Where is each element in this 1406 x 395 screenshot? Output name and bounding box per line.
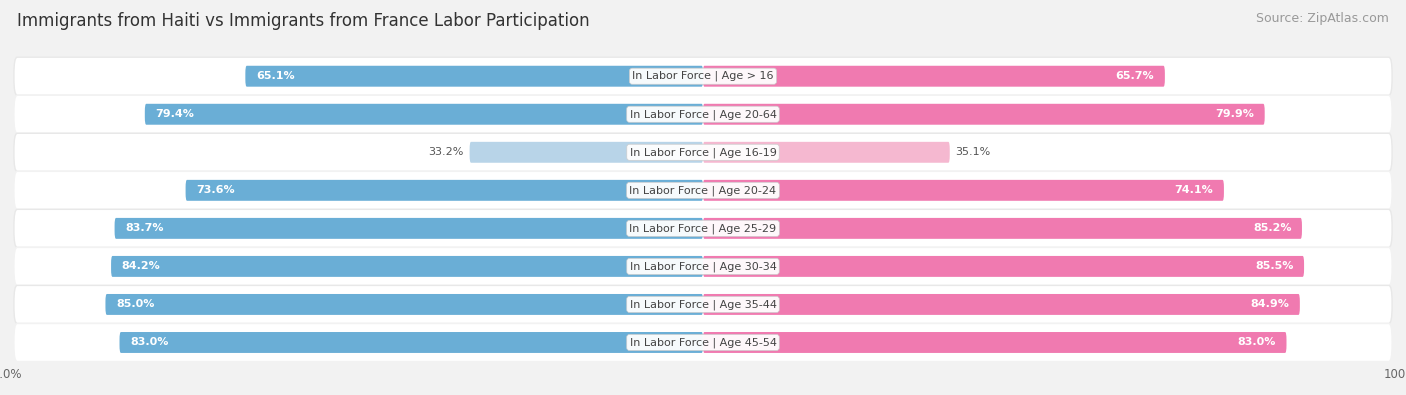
FancyBboxPatch shape bbox=[703, 218, 1302, 239]
FancyBboxPatch shape bbox=[14, 57, 1392, 95]
Text: 79.9%: 79.9% bbox=[1215, 109, 1254, 119]
Text: 33.2%: 33.2% bbox=[429, 147, 464, 157]
Text: In Labor Force | Age 35-44: In Labor Force | Age 35-44 bbox=[630, 299, 776, 310]
Text: In Labor Force | Age 30-34: In Labor Force | Age 30-34 bbox=[630, 261, 776, 272]
Text: 65.1%: 65.1% bbox=[256, 71, 294, 81]
FancyBboxPatch shape bbox=[145, 104, 703, 125]
FancyBboxPatch shape bbox=[703, 294, 1301, 315]
Text: In Labor Force | Age > 16: In Labor Force | Age > 16 bbox=[633, 71, 773, 81]
FancyBboxPatch shape bbox=[14, 95, 1392, 133]
FancyBboxPatch shape bbox=[703, 180, 1223, 201]
Text: 85.0%: 85.0% bbox=[115, 299, 155, 309]
FancyBboxPatch shape bbox=[14, 209, 1392, 247]
FancyBboxPatch shape bbox=[111, 256, 703, 277]
FancyBboxPatch shape bbox=[246, 66, 703, 87]
Text: Immigrants from Haiti vs Immigrants from France Labor Participation: Immigrants from Haiti vs Immigrants from… bbox=[17, 12, 589, 30]
Text: 83.0%: 83.0% bbox=[129, 337, 169, 348]
Text: 73.6%: 73.6% bbox=[197, 185, 235, 196]
FancyBboxPatch shape bbox=[14, 133, 1392, 171]
Text: 84.2%: 84.2% bbox=[121, 261, 160, 271]
FancyBboxPatch shape bbox=[14, 286, 1392, 324]
FancyBboxPatch shape bbox=[14, 247, 1392, 286]
FancyBboxPatch shape bbox=[703, 66, 1166, 87]
Text: 85.2%: 85.2% bbox=[1253, 223, 1292, 233]
Text: 74.1%: 74.1% bbox=[1174, 185, 1213, 196]
Text: 79.4%: 79.4% bbox=[155, 109, 194, 119]
Text: 65.7%: 65.7% bbox=[1116, 71, 1154, 81]
FancyBboxPatch shape bbox=[14, 324, 1392, 361]
FancyBboxPatch shape bbox=[114, 218, 703, 239]
FancyBboxPatch shape bbox=[120, 332, 703, 353]
Text: In Labor Force | Age 45-54: In Labor Force | Age 45-54 bbox=[630, 337, 776, 348]
Text: In Labor Force | Age 20-24: In Labor Force | Age 20-24 bbox=[630, 185, 776, 196]
FancyBboxPatch shape bbox=[186, 180, 703, 201]
Text: 35.1%: 35.1% bbox=[956, 147, 991, 157]
Text: Source: ZipAtlas.com: Source: ZipAtlas.com bbox=[1256, 12, 1389, 25]
Text: In Labor Force | Age 20-64: In Labor Force | Age 20-64 bbox=[630, 109, 776, 120]
FancyBboxPatch shape bbox=[703, 256, 1305, 277]
FancyBboxPatch shape bbox=[105, 294, 703, 315]
FancyBboxPatch shape bbox=[703, 142, 950, 163]
FancyBboxPatch shape bbox=[14, 171, 1392, 209]
Text: 83.0%: 83.0% bbox=[1237, 337, 1277, 348]
FancyBboxPatch shape bbox=[703, 104, 1265, 125]
Text: 83.7%: 83.7% bbox=[125, 223, 163, 233]
Text: In Labor Force | Age 25-29: In Labor Force | Age 25-29 bbox=[630, 223, 776, 233]
Text: In Labor Force | Age 16-19: In Labor Force | Age 16-19 bbox=[630, 147, 776, 158]
FancyBboxPatch shape bbox=[703, 332, 1286, 353]
Text: 84.9%: 84.9% bbox=[1250, 299, 1289, 309]
Text: 85.5%: 85.5% bbox=[1256, 261, 1294, 271]
FancyBboxPatch shape bbox=[470, 142, 703, 163]
